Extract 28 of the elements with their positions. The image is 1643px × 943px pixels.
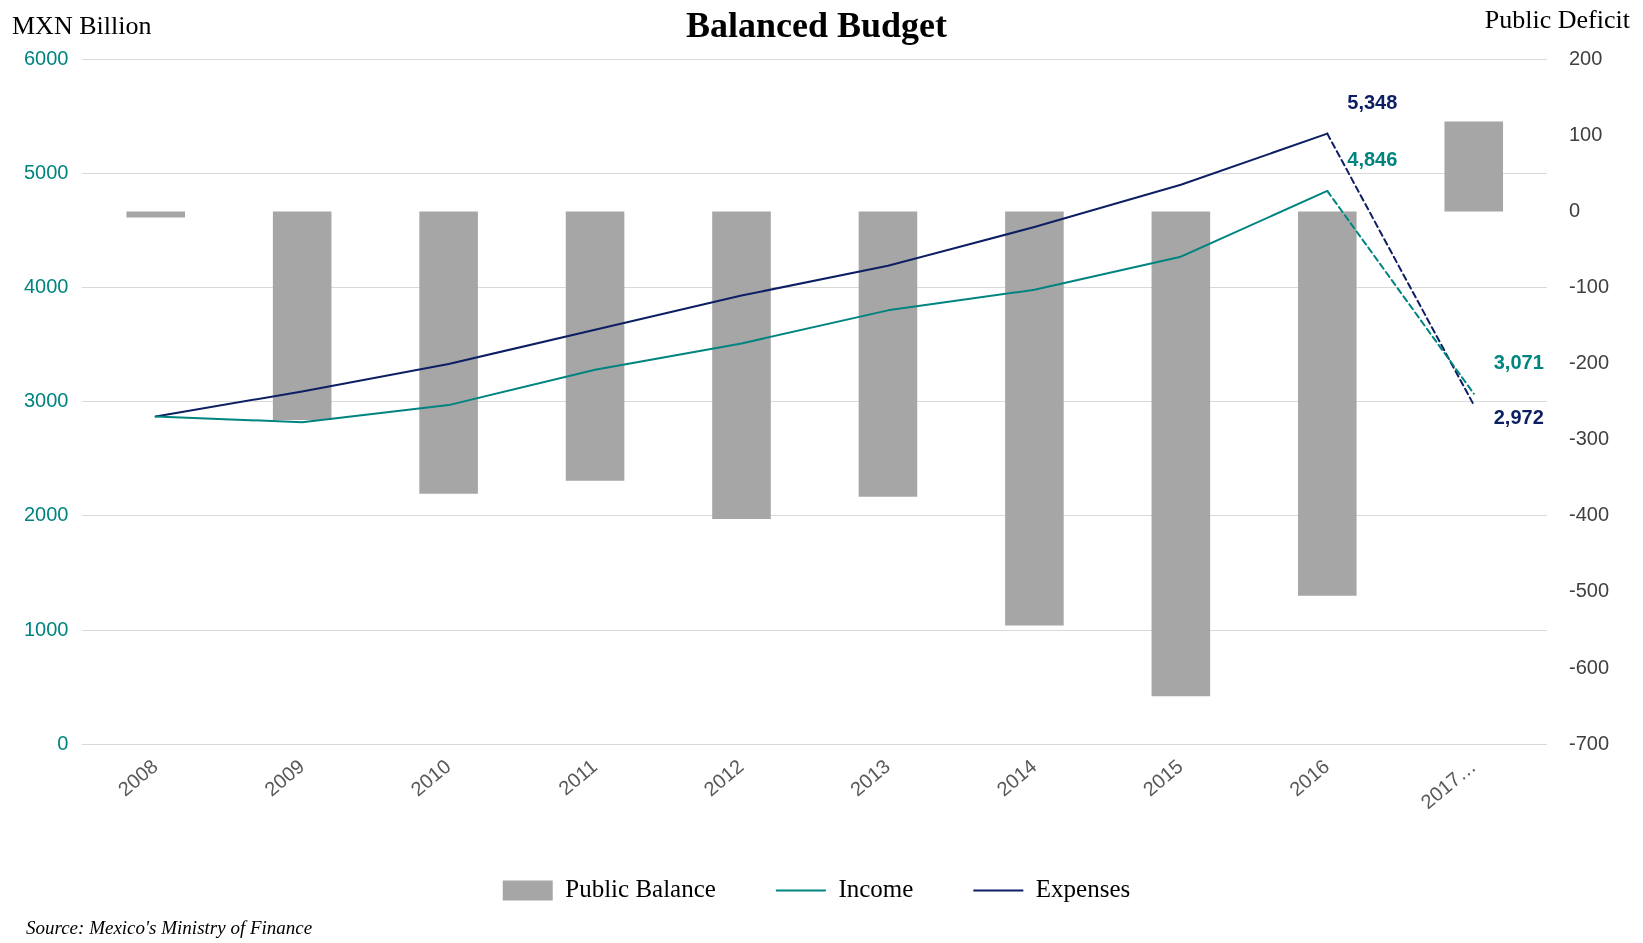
legend-label: Income [838,875,914,903]
legend-label: Expenses [1035,875,1131,903]
source-note: Source: Mexico's Ministry of Finance [26,916,313,938]
data-label: 4,846 [1347,148,1398,171]
y2-tick-label: -400 [1568,503,1609,526]
data-label: 5,348 [1347,91,1398,114]
y-tick-label: 0 [57,731,69,754]
data-label: 2,972 [1493,406,1544,429]
y-tick-label: 5000 [23,160,69,183]
y2-axis-title: Public Deficit [1484,4,1631,34]
y2-tick-label: -100 [1568,275,1609,298]
y2-tick-label: -200 [1568,351,1609,374]
data-label: 3,071 [1493,351,1544,374]
y2-tick-label: 100 [1568,122,1603,145]
y2-tick-label: -300 [1568,427,1609,450]
y-tick-label: 1000 [23,617,69,640]
y-axis-title: MXN Billion [12,10,152,40]
y-tick-label: 4000 [23,275,69,298]
y2-tick-label: -600 [1568,655,1609,678]
y-tick-label: 3000 [23,389,69,412]
legend-label: Public Balance [565,875,716,903]
y2-tick-label: 0 [1568,198,1581,221]
chart-title: Balanced Budget [685,4,948,45]
y-tick-label: 2000 [23,503,69,526]
y2-tick-label: -500 [1568,579,1609,602]
y2-tick-label: 200 [1568,46,1603,69]
y2-tick-label: -700 [1568,731,1609,754]
y-tick-label: 6000 [23,46,69,69]
